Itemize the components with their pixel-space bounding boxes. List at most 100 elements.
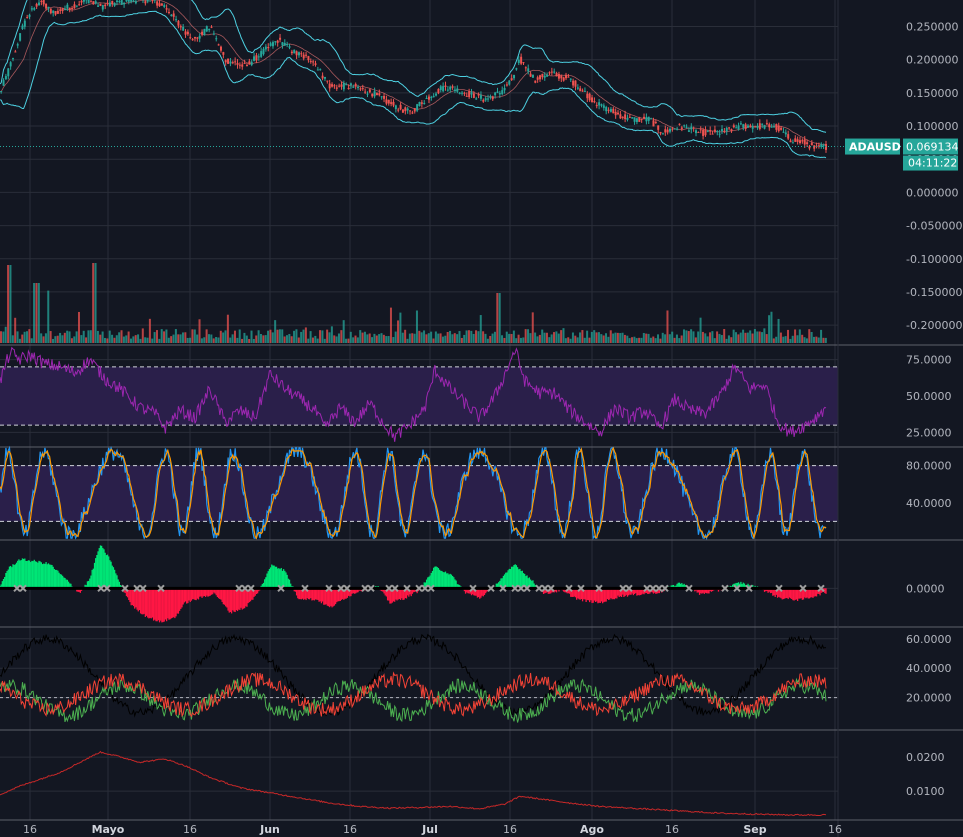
candle-body <box>132 0 135 2</box>
volume-bar <box>423 330 426 343</box>
volume-bar <box>574 335 577 343</box>
candle-body <box>579 88 582 92</box>
candle-body <box>399 104 402 110</box>
candle-body <box>687 130 690 132</box>
osc-cross <box>421 584 429 593</box>
volume-bar <box>586 330 589 343</box>
candle-body <box>326 80 329 82</box>
candle-body <box>234 61 237 63</box>
volume-bar <box>33 283 36 343</box>
volume-bar <box>475 330 478 343</box>
candle-body <box>279 37 282 40</box>
candle-body <box>761 123 764 125</box>
volume-bar <box>718 333 721 343</box>
volume-bar <box>732 329 735 343</box>
countdown-label: 04:11:22 <box>908 157 957 170</box>
volume-bar <box>378 334 381 343</box>
volume-bar <box>640 337 643 343</box>
candle-body <box>791 142 794 144</box>
candle-body <box>243 62 246 64</box>
candle-body <box>702 129 705 136</box>
volume-bar <box>411 333 414 343</box>
volume-bar <box>737 334 740 343</box>
candle-body <box>676 128 679 130</box>
volume-bar <box>387 336 390 343</box>
volume-bar <box>259 333 262 343</box>
volume-bar <box>304 327 307 343</box>
volume-bar <box>779 332 782 343</box>
osc-cross <box>541 584 549 593</box>
candle-body <box>146 0 149 2</box>
volume-bar <box>210 334 213 343</box>
candle-body <box>371 93 374 97</box>
volume-bar <box>538 334 541 343</box>
volume-bar <box>373 333 376 343</box>
candle-body <box>28 14 31 17</box>
volume-bar <box>595 332 598 343</box>
candle-body <box>562 77 565 81</box>
volume-bar <box>382 334 385 343</box>
volume-bar <box>770 311 773 343</box>
candle-body <box>170 14 173 17</box>
volume-bar <box>588 337 591 343</box>
candle-body <box>26 17 29 19</box>
volume-bar <box>503 337 506 343</box>
volume-bar <box>460 337 463 343</box>
candle-body <box>177 20 180 26</box>
volume-bar <box>85 337 88 343</box>
volume-bar <box>184 332 187 343</box>
candle-body <box>276 40 279 43</box>
volume-bar <box>352 337 355 343</box>
volume-bar <box>427 333 430 343</box>
volume-bar <box>285 335 288 343</box>
volume-bar <box>328 332 331 343</box>
osc-cross <box>241 584 249 593</box>
candle-body <box>695 130 698 134</box>
candle-body <box>692 127 695 129</box>
last-price-label: 0.069134 <box>906 141 959 154</box>
candle-body <box>541 73 544 78</box>
volume-bar <box>692 331 695 343</box>
stoch-y-tick: 80.0000 <box>906 460 952 473</box>
candle-body <box>645 117 648 122</box>
volume-bar <box>366 334 369 343</box>
volume-bar <box>626 335 629 343</box>
volume-bar <box>458 331 461 343</box>
volume-bar <box>236 337 239 343</box>
candle-body <box>437 89 440 94</box>
volume-bar <box>621 332 624 343</box>
volume-bar <box>515 338 518 343</box>
volume-bar <box>706 336 709 343</box>
candle-body <box>451 86 454 88</box>
candle-body <box>747 125 750 128</box>
volume-bar <box>203 337 206 343</box>
price-y-tick: -0.100000 <box>906 253 962 266</box>
volume-bar <box>817 337 820 343</box>
candle-body <box>210 26 213 28</box>
candle-body <box>383 95 386 99</box>
candle-body <box>683 125 686 127</box>
volume-bar <box>645 333 648 343</box>
osc-cross <box>235 584 243 593</box>
candle-body <box>770 126 773 128</box>
volume-bar <box>631 337 634 343</box>
volume-bar <box>231 334 234 343</box>
volume-bar <box>496 293 499 343</box>
osc-cross <box>745 584 753 593</box>
volume-bar <box>137 334 140 343</box>
candle-body <box>470 92 473 95</box>
volume-bar <box>690 329 693 343</box>
candle-body <box>392 101 395 106</box>
candle-body <box>605 107 608 112</box>
candle-body <box>539 75 542 80</box>
candle-body <box>94 1 97 4</box>
volume-bar <box>250 330 253 343</box>
candle-body <box>4 76 7 80</box>
candle-body <box>134 1 137 4</box>
volume-bar <box>172 334 175 343</box>
candle-body <box>768 124 771 128</box>
osc-cross <box>97 584 105 593</box>
candle-body <box>68 7 71 10</box>
candle-body <box>245 64 248 66</box>
